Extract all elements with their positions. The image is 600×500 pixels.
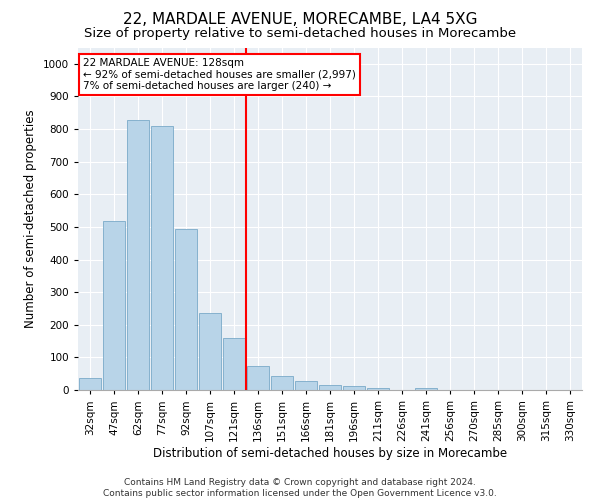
Text: Contains HM Land Registry data © Crown copyright and database right 2024.
Contai: Contains HM Land Registry data © Crown c… xyxy=(103,478,497,498)
Bar xyxy=(247,366,269,390)
Bar xyxy=(79,378,101,390)
Y-axis label: Number of semi-detached properties: Number of semi-detached properties xyxy=(24,110,37,328)
Text: Size of property relative to semi-detached houses in Morecambe: Size of property relative to semi-detach… xyxy=(84,28,516,40)
Bar xyxy=(271,376,293,390)
X-axis label: Distribution of semi-detached houses by size in Morecambe: Distribution of semi-detached houses by … xyxy=(153,446,507,460)
Bar xyxy=(343,386,365,390)
Text: 22 MARDALE AVENUE: 128sqm
← 92% of semi-detached houses are smaller (2,997)
7% o: 22 MARDALE AVENUE: 128sqm ← 92% of semi-… xyxy=(83,58,356,91)
Bar xyxy=(199,314,221,390)
Bar xyxy=(319,385,341,390)
Bar xyxy=(367,388,389,390)
Bar xyxy=(223,338,245,390)
Bar xyxy=(295,381,317,390)
Bar xyxy=(415,388,437,390)
Bar xyxy=(103,222,125,390)
Text: 22, MARDALE AVENUE, MORECAMBE, LA4 5XG: 22, MARDALE AVENUE, MORECAMBE, LA4 5XG xyxy=(123,12,477,28)
Bar xyxy=(175,229,197,390)
Bar xyxy=(127,120,149,390)
Bar xyxy=(151,126,173,390)
